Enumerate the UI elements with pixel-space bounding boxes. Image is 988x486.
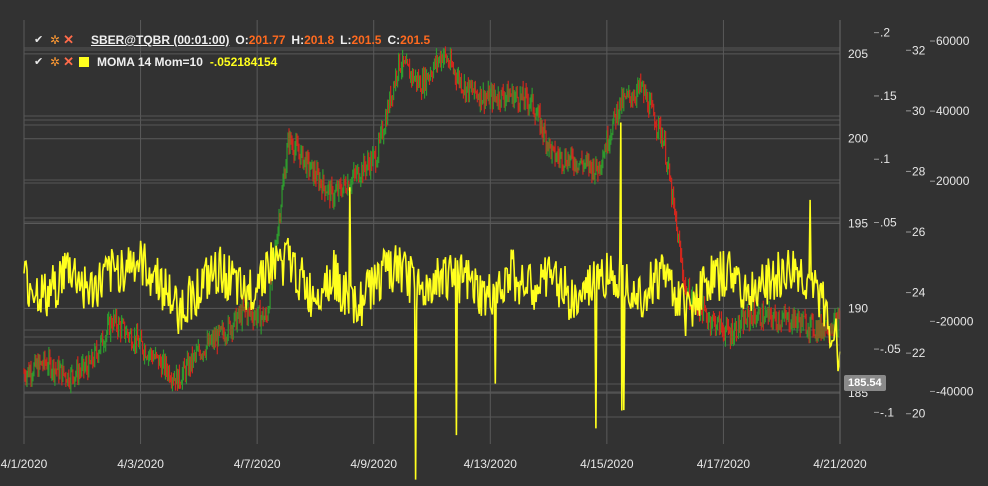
indicator-tick-label: .05 bbox=[880, 216, 897, 230]
last-price-tag: 185.54 bbox=[844, 375, 886, 391]
indicator-line bbox=[23, 122, 841, 480]
axis3-tick-label: 30 bbox=[912, 104, 926, 118]
price-axis-tick-label: 205 bbox=[848, 47, 868, 61]
high-value: 201.8 bbox=[304, 33, 335, 47]
price-axis-tick-label: 200 bbox=[848, 132, 868, 146]
indicator-name: MOMA 14 Mom=10 bbox=[96, 55, 203, 69]
low-value: 201.5 bbox=[351, 33, 382, 47]
x-tick-label: 4/21/2020 bbox=[813, 457, 867, 471]
axis3-tick-label: 26 bbox=[912, 225, 926, 239]
indicator-tick-label: -.05 bbox=[880, 342, 901, 356]
close-label: C: bbox=[387, 33, 401, 47]
axis3-tick-label: 22 bbox=[912, 346, 926, 360]
axis4-tick-label: -20000 bbox=[936, 314, 974, 328]
legend-candles: ✔ ✲ ✕ SBER@TQBR (00:01:00) O: 201.77 H: … bbox=[34, 32, 430, 48]
instrument-name[interactable]: SBER@TQBR (00:01:00) bbox=[90, 33, 230, 47]
close-icon[interactable]: ✕ bbox=[63, 54, 74, 69]
price-axis-tick-label: 195 bbox=[848, 217, 868, 231]
x-tick-label: 4/1/2020 bbox=[1, 457, 48, 471]
axis3-tick-label: 20 bbox=[912, 407, 926, 421]
high-label: H: bbox=[291, 33, 305, 47]
axis4-tick-label: -40000 bbox=[936, 384, 974, 398]
gear-icon[interactable]: ✲ bbox=[50, 33, 61, 47]
indicator-tick-label: -.1 bbox=[880, 405, 894, 419]
x-tick-label: 4/17/2020 bbox=[697, 457, 751, 471]
x-tick-label: 4/7/2020 bbox=[234, 457, 281, 471]
axis4-tick-label: 20000 bbox=[936, 174, 970, 188]
checkbox-icon[interactable]: ✔ bbox=[34, 56, 44, 68]
color-swatch-icon[interactable] bbox=[78, 57, 89, 67]
x-tick-label: 4/15/2020 bbox=[580, 457, 634, 471]
price-axis-tick-label: 190 bbox=[848, 301, 868, 315]
gear-icon[interactable]: ✲ bbox=[50, 55, 61, 69]
axis3-tick-label: 24 bbox=[912, 286, 926, 300]
axis4-tick-label: 60000 bbox=[936, 34, 970, 48]
legend-indicator: ✔ ✲ ✕ MOMA 14 Mom=10 -.052184154 bbox=[34, 54, 277, 70]
x-tick-label: 4/9/2020 bbox=[350, 457, 397, 471]
axis4-tick-label: 40000 bbox=[936, 104, 970, 118]
axis3-tick-label: 28 bbox=[912, 164, 926, 178]
x-tick-label: 4/3/2020 bbox=[117, 457, 164, 471]
indicator-tick-label: .2 bbox=[880, 26, 890, 40]
close-value: 201.5 bbox=[400, 33, 431, 47]
indicator-tick-label: .15 bbox=[880, 89, 897, 103]
x-tick-label: 4/13/2020 bbox=[464, 457, 518, 471]
axis3-tick-label: 32 bbox=[912, 43, 926, 57]
checkbox-icon[interactable]: ✔ bbox=[34, 34, 44, 46]
close-icon[interactable]: ✕ bbox=[63, 32, 74, 47]
low-label: L: bbox=[340, 33, 352, 47]
open-value: 201.77 bbox=[248, 33, 286, 47]
indicator-value: -.052184154 bbox=[209, 55, 278, 69]
indicator-tick-label: .1 bbox=[880, 152, 890, 166]
open-label: O: bbox=[235, 33, 249, 47]
